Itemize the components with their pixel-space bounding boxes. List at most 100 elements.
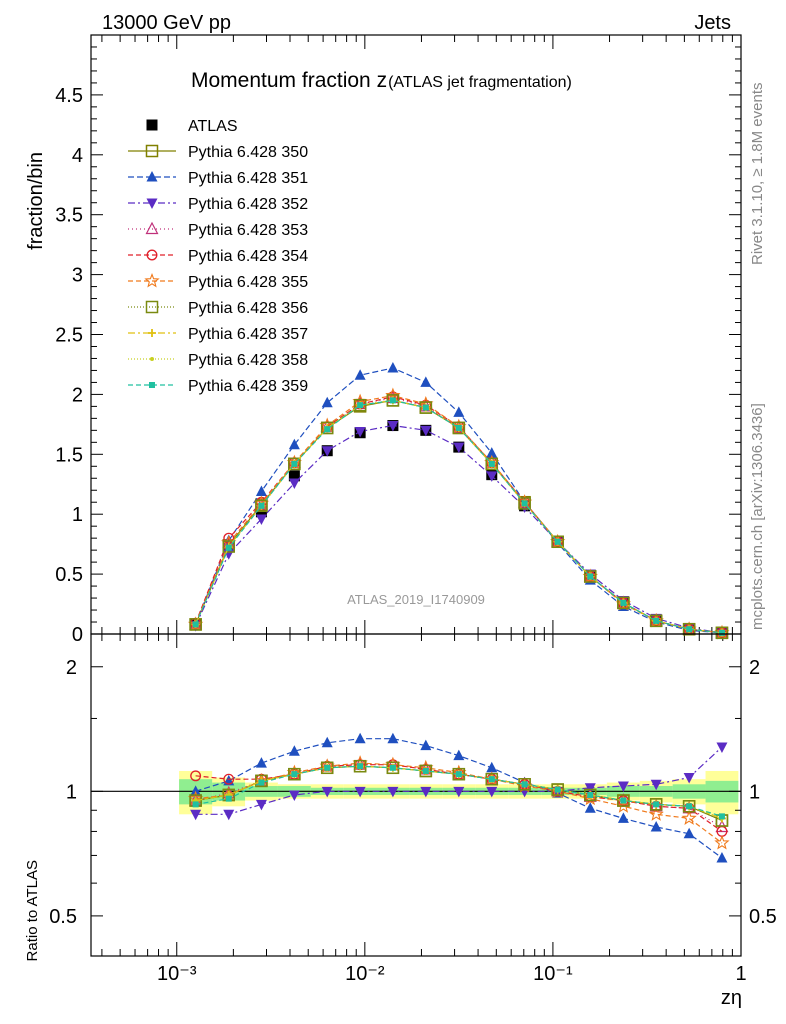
main-point-356 [288, 457, 301, 471]
legend-marker-354 [146, 249, 158, 261]
main-point-356 [715, 626, 729, 640]
ratio-y-tick-label-right: 1 [749, 781, 760, 803]
main-point-351 [387, 362, 399, 373]
legend-marker-ATLAS [146, 119, 158, 131]
ratio-point-352 [453, 786, 465, 798]
legend-marker-359 [149, 382, 155, 388]
main-point-359 [686, 626, 693, 633]
main-point-351 [288, 438, 300, 450]
main-point-359 [389, 397, 396, 404]
main-point-356 [386, 394, 400, 407]
ratio-point-351 [584, 802, 596, 813]
ratio-point-359 [192, 801, 199, 808]
main-point-352 [420, 425, 432, 437]
ratio-point-352 [584, 783, 596, 794]
x-tick-label: 1 [735, 963, 746, 985]
ratio-point-351 [683, 827, 695, 839]
main-point-356 [189, 618, 202, 631]
legend-item-359: Pythia 6.428 359 [128, 378, 308, 395]
ratio-y-tick-label-right: 2 [749, 657, 760, 679]
ratio-point-351 [255, 757, 267, 768]
ratio-series-359 [192, 763, 725, 820]
y-tick-label: 3.5 [55, 205, 83, 227]
main-point-359 [192, 621, 199, 628]
legend-label-353: Pythia 6.428 353 [188, 222, 308, 239]
ratio-point-352 [354, 786, 366, 798]
x-tick-label: 10⁻³ [157, 963, 197, 985]
ratio-point-359 [653, 801, 660, 808]
main-point-359 [357, 402, 364, 409]
header-left: 13000 GeV pp [102, 12, 231, 34]
legend-item-352: Pythia 6.428 352 [128, 196, 308, 213]
main-point-356 [353, 398, 367, 412]
ratio-point-351 [453, 749, 465, 761]
y-tick-label: 1.5 [55, 444, 83, 466]
legend-marker-355 [144, 272, 160, 288]
legend-marker-353 [145, 221, 159, 235]
legend-marker-356 [145, 300, 159, 314]
ratio-point-359 [389, 764, 396, 771]
plot-title-main: Momentum fraction z [191, 69, 387, 92]
main-point-356 [551, 535, 564, 549]
legend-label-ATLAS: ATLAS [188, 118, 238, 135]
main-point-352 [387, 421, 399, 432]
ratio-point-355 [582, 790, 598, 806]
main-point-359 [718, 629, 725, 636]
ratio-point-352 [223, 809, 235, 821]
main-point-356 [255, 499, 268, 513]
ratio-point-356 [485, 772, 499, 786]
ratio-y-tick-label-right: 0.5 [749, 906, 777, 928]
ratio-point-351 [387, 732, 399, 744]
main-point-352 [453, 442, 465, 454]
ratio-point-351 [190, 785, 202, 796]
ratio-point-352 [420, 786, 432, 798]
main-point-352 [288, 478, 300, 490]
x-tick-label: 10⁻¹ [533, 963, 573, 985]
main-point-356 [320, 421, 334, 435]
main-point-351 [255, 485, 267, 496]
ratio-point-359 [554, 786, 561, 793]
legend-marker-350 [145, 144, 159, 158]
ratio-y-tick-label: 0.5 [49, 906, 77, 928]
main-point-359 [587, 573, 594, 580]
legend-label-359: Pythia 6.428 359 [188, 378, 308, 395]
legend-label-350: Pythia 6.428 350 [188, 144, 308, 161]
ratio-point-351 [321, 736, 333, 748]
ratio-point-352 [190, 809, 202, 821]
ratio-y-axis-label: Ratio to ATLAS [24, 860, 41, 961]
y-tick-label: 0 [72, 624, 83, 646]
ratio-point-351 [617, 812, 629, 823]
header-right: Jets [694, 12, 731, 34]
y-tick-label: 3 [72, 265, 83, 287]
main-point-356 [485, 457, 499, 471]
ratio-point-354 [190, 770, 202, 782]
x-axis-label: zη [721, 987, 742, 1009]
legend-item-354: Pythia 6.428 354 [128, 248, 308, 265]
main-point-359 [488, 460, 495, 467]
ratio-point-356 [518, 778, 531, 791]
main-y-axis-label: fraction/bin [25, 152, 47, 250]
y-tick-label: 0.5 [55, 564, 83, 586]
ratio-plot-frame [90, 633, 742, 957]
main-point-351 [354, 369, 366, 380]
main-point-356 [452, 421, 466, 435]
legend-label-358: Pythia 6.428 358 [188, 352, 308, 369]
main-point-359 [455, 424, 462, 431]
main-point-356 [518, 497, 531, 510]
legend-label-356: Pythia 6.428 356 [188, 300, 308, 317]
legend-item-350: Pythia 6.428 350 [128, 144, 308, 161]
ratio-series-group [187, 732, 730, 863]
ratio-point-359 [521, 781, 528, 788]
ratio-point-351 [716, 852, 728, 863]
main-line-355 [195, 394, 723, 634]
plot-title-suffix: (ATLAS jet fragmentation) [388, 74, 572, 91]
ratio-point-359 [291, 771, 298, 778]
legend-item-357: Pythia 6.428 357 [128, 326, 308, 343]
main-point-359 [422, 404, 429, 411]
ratio-point-359 [422, 767, 429, 774]
main-point-359 [521, 500, 528, 507]
ratio-point-352 [486, 786, 498, 798]
ratio-point-351 [288, 745, 300, 756]
x-tick-label: 10⁻² [345, 963, 385, 985]
